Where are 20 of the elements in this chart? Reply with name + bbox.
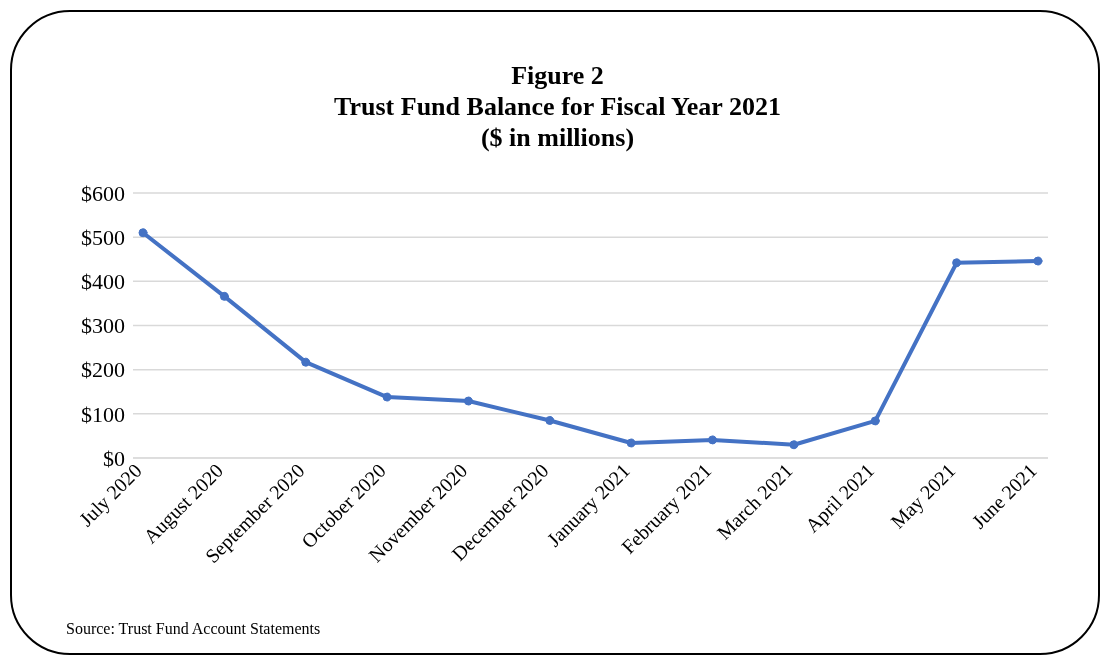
point [545,415,555,425]
y-tick-label: $100 [81,401,125,427]
point [626,438,636,448]
chart-title: Figure 2 Trust Fund Balance for Fiscal Year 2021 ($ in millions) [333,60,782,153]
point [463,396,473,406]
y-tick-label: $200 [81,357,125,383]
source-note: Source: Trust Fund Account Statements [66,620,321,638]
y-tick-label: $500 [81,224,125,250]
point [708,435,718,445]
point [382,392,392,402]
y-tick-label: $600 [81,180,125,206]
point [138,228,148,238]
point [870,416,880,426]
point [219,291,229,301]
point [789,440,799,450]
y-tick-label: $400 [81,269,125,295]
point [952,258,962,268]
point [301,357,311,367]
point [1033,256,1043,266]
y-tick-label: $300 [81,313,125,339]
